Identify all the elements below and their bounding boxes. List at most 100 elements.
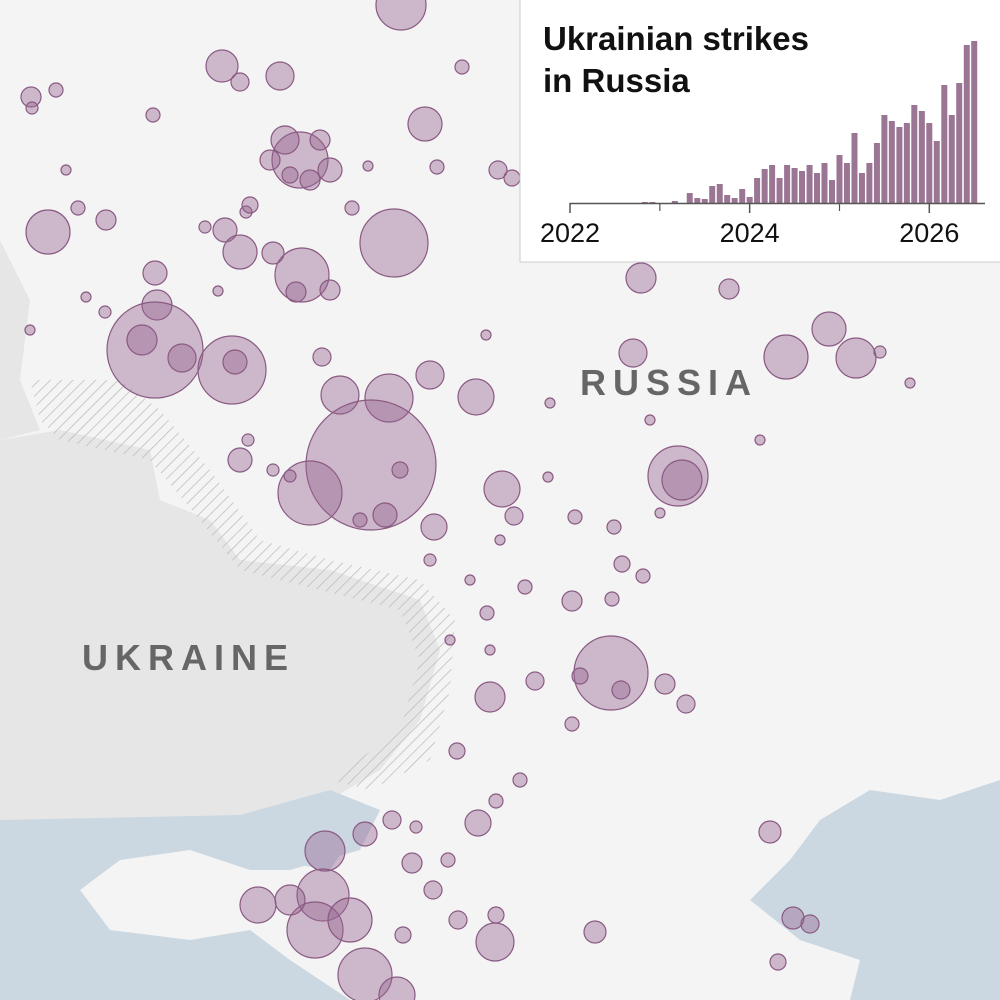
strike-circle [494,534,506,546]
bar [896,127,903,203]
strike-circle [480,329,492,341]
strike-circle [70,200,86,216]
strike-circle [464,809,492,837]
russia-label: RUSSIA [580,362,758,403]
bar [784,165,791,203]
strike-circle [142,260,168,286]
strike-circle [320,375,360,415]
bar [761,169,768,203]
strike-circle [274,884,306,916]
strike-circle [48,82,64,98]
strike-circle [457,378,495,416]
bar [881,115,888,203]
strike-circle [654,507,666,519]
strike-circle [517,579,533,595]
strike-circle [286,901,344,959]
bar [746,197,753,203]
occupied-area [30,380,455,790]
bar [641,202,648,203]
bar [806,165,813,203]
strike-circle [283,469,297,483]
bar [709,186,716,203]
strike-circle [544,397,556,409]
strike-circle [644,414,656,426]
bar [716,184,723,203]
bar [799,171,806,203]
caspian-sea [750,780,1000,1000]
strike-circle [479,605,495,621]
strike-circle [261,241,285,265]
x-tick-label: 2024 [720,218,780,248]
strike-circle [487,906,505,924]
strike-circle [227,447,253,473]
strike-circle [205,49,239,83]
strike-circle [503,169,521,187]
strike-circle [454,59,470,75]
strike-circle [312,347,332,367]
x-tick-label: 2022 [540,218,600,248]
strike-circle [811,311,847,347]
bar [851,133,858,203]
bar [866,163,873,203]
bar [873,143,880,203]
strike-circle [274,247,330,303]
bar [918,111,925,203]
strike-circle [20,86,42,108]
strike-circle [800,914,820,934]
strike-circle [394,926,412,944]
strike-circle [80,291,92,303]
strike-circle [440,852,456,868]
strike-circle [525,671,545,691]
bar [814,173,821,203]
strike-circle [415,360,445,390]
strike-circle [758,820,782,844]
strike-circle [420,513,448,541]
strike-circle [239,886,277,924]
strike-circle [409,820,423,834]
strike-circle [375,0,427,31]
strike-circle [296,868,350,922]
sea-of-azov [230,820,350,870]
strike-circle [583,920,607,944]
bar [701,199,708,203]
strike-circle [647,445,709,507]
bar [903,123,910,203]
strike-circle [265,61,295,91]
strike-circle [542,471,554,483]
strike-circle [126,324,158,356]
strike-circle [604,591,620,607]
bar [941,85,948,203]
strike-circle [567,509,583,525]
strike-circle [95,209,117,231]
strike-circle [407,106,443,142]
strike-circle [488,160,508,180]
bar [843,163,850,203]
bar [888,121,895,203]
strike-circle [362,160,374,172]
strike-circle [378,976,416,1000]
strike-circle [60,164,72,176]
strike-circle [285,281,307,303]
bar [926,123,933,203]
strike-circle [423,880,443,900]
strike-circle [618,338,648,368]
bar [971,41,978,203]
strike-circle [277,460,343,526]
bar [739,189,746,203]
strike-circle [198,220,212,234]
strike-circle [24,324,36,336]
strike-circle [106,301,204,399]
bar [956,83,963,203]
bar [776,178,783,203]
strike-circle [344,200,360,216]
x-tick-label: 2026 [899,218,959,248]
strike-circle [317,157,343,183]
strike-circle [484,644,496,656]
bar [963,45,970,203]
strike-circle [167,343,197,373]
inset-chart: Ukrainian strikes in Russia 2022 2024 2026 [519,0,1000,263]
strike-circle [364,373,414,423]
strike-circle [299,169,321,191]
strike-circle [474,681,506,713]
strike-circle [327,897,373,943]
